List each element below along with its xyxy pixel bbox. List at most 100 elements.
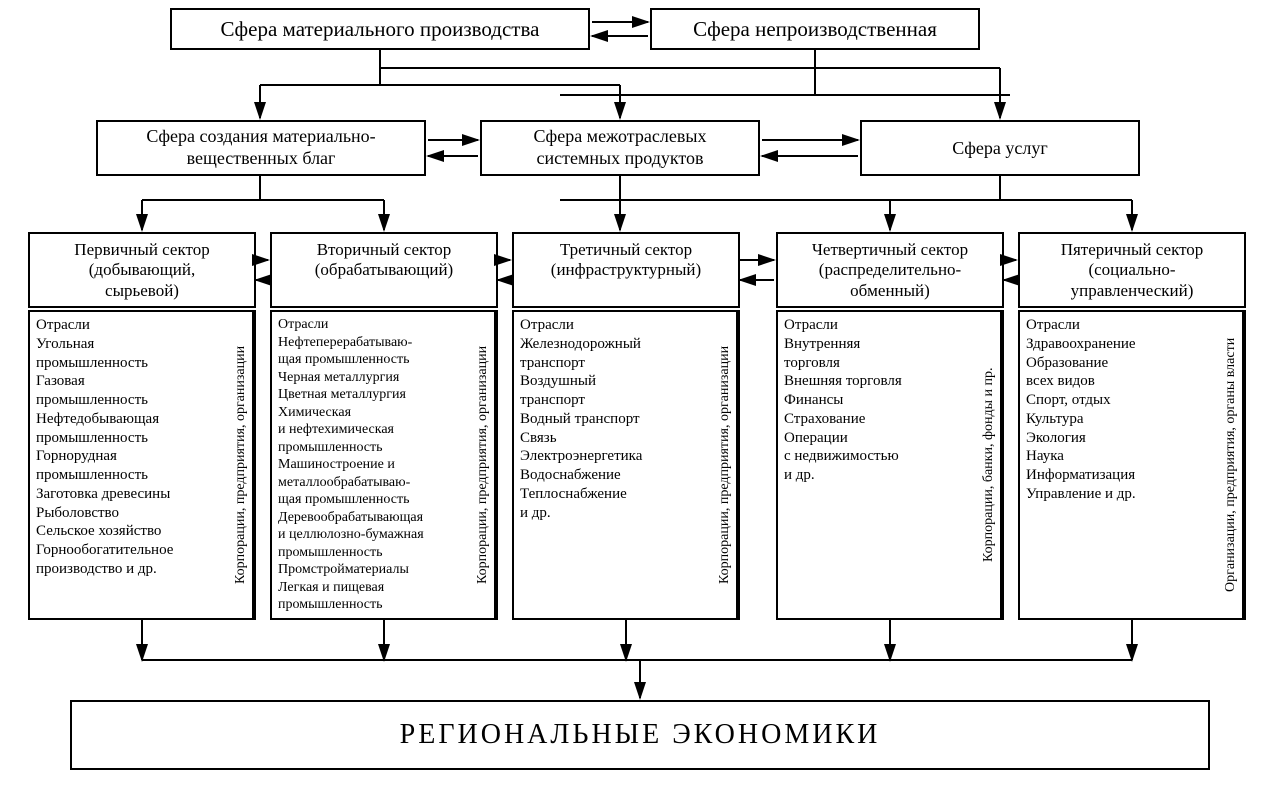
sector-item: промышленность: [36, 466, 224, 485]
sector-item: с недвижимостью: [784, 447, 972, 466]
sector-item: промышленность: [278, 439, 466, 457]
sector-item: Водоснабжение: [520, 466, 708, 485]
top-nonproduction-box: Сфера непроизводственная: [650, 8, 980, 50]
mid-creation-box: Сфера создания материально- вещественных…: [96, 120, 426, 176]
sector-item: всех видов: [1026, 372, 1214, 391]
sector-item: Водный транспорт: [520, 410, 708, 429]
sector-header: Первичный сектор(добывающий,сырьевой): [28, 232, 256, 308]
sector-item: Черная металлургия: [278, 369, 466, 387]
mid-interindustry-line2: системных продуктов: [537, 148, 704, 170]
sector-body: ОтраслиЗдравоохранениеОбразованиевсех ви…: [1018, 310, 1246, 620]
sector-title-line: Третичный сектор: [518, 240, 734, 260]
bottom-box: РЕГИОНАЛЬНЫЕ ЭКОНОМИКИ: [70, 700, 1210, 770]
sector-body: ОтраслиВнутренняяторговляВнешняя торговл…: [776, 310, 1004, 620]
sector-item: промышленность: [278, 596, 466, 614]
sector-item: Спорт, отдых: [1026, 391, 1214, 410]
sector-item: Электроэнергетика: [520, 447, 708, 466]
sector-item: Химическая: [278, 404, 466, 422]
sector-item: Связь: [520, 429, 708, 448]
top-nonproduction-label: Сфера непроизводственная: [693, 17, 937, 42]
sector-item: Рыболовство: [36, 504, 224, 523]
sector-header: Четвертичный сектор(распределительно-обм…: [776, 232, 1004, 308]
sector-item: Горнообогатительное: [36, 541, 224, 560]
sector-item: Нефтеперерабатываю-: [278, 334, 466, 352]
sector-body: ОтраслиУгольнаяпромышленностьГазоваяпром…: [28, 310, 256, 620]
sector-item: Наука: [1026, 447, 1214, 466]
sector-title-line: (инфраструктурный): [518, 260, 734, 280]
sector-side-label: Корпорации, банки, фонды и пр.: [978, 312, 1002, 618]
sector-item: металлообрабатываю-: [278, 474, 466, 492]
sector-title-line: обменный): [782, 281, 998, 301]
sector-item: Легкая и пищевая: [278, 579, 466, 597]
sector-item: щая промышленность: [278, 491, 466, 509]
sector-title-line: (распределительно-: [782, 260, 998, 280]
mid-creation-line2: вещественных благ: [187, 148, 336, 170]
sector-item: транспорт: [520, 354, 708, 373]
sector-item: Газовая: [36, 372, 224, 391]
sector-item: и др.: [784, 466, 972, 485]
sector-item: Теплоснабжение: [520, 485, 708, 504]
sector-title-line: (социально-: [1024, 260, 1240, 280]
sector-item: производство и др.: [36, 560, 224, 579]
sector-side-label: Корпорации, предприятия, организации: [714, 312, 738, 618]
sector-title-line: Четвертичный сектор: [782, 240, 998, 260]
sector-item: и др.: [520, 504, 708, 523]
sector-item: Сельское хозяйство: [36, 522, 224, 541]
sector-item: Внешняя торговля: [784, 372, 972, 391]
sector-header: Третичный сектор(инфраструктурный): [512, 232, 740, 308]
sector-items-title: Отрасли: [36, 316, 224, 335]
sector-items: ОтраслиЗдравоохранениеОбразованиевсех ви…: [1020, 312, 1220, 618]
sector-item: Железнодорожный: [520, 335, 708, 354]
sector-title-line: управленческий): [1024, 281, 1240, 301]
sector-title-line: Вторичный сектор: [276, 240, 492, 260]
sector-item: Нефтедобывающая: [36, 410, 224, 429]
sector-items-title: Отрасли: [278, 316, 466, 334]
sector-title-line: (обрабатывающий): [276, 260, 492, 280]
top-material-label: Сфера материального производства: [221, 17, 540, 42]
sector-item: торговля: [784, 354, 972, 373]
sector-body: ОтраслиНефтеперерабатываю-щая промышленн…: [270, 310, 498, 620]
sector-items-title: Отрасли: [520, 316, 708, 335]
sector-item: Информатизация: [1026, 466, 1214, 485]
sector-item: щая промышленность: [278, 351, 466, 369]
mid-creation-line1: Сфера создания материально-: [146, 126, 375, 148]
sector-title-line: сырьевой): [34, 281, 250, 301]
sector-items-title: Отрасли: [1026, 316, 1214, 335]
sector-items-title: Отрасли: [784, 316, 972, 335]
sector-item: Финансы: [784, 391, 972, 410]
mid-interindustry-box: Сфера межотраслевых системных продуктов: [480, 120, 760, 176]
sector-item: Цветная металлургия: [278, 386, 466, 404]
sector-item: промышленность: [36, 391, 224, 410]
sector-item: Горнорудная: [36, 447, 224, 466]
sector-item: Экология: [1026, 429, 1214, 448]
sector-items: ОтраслиНефтеперерабатываю-щая промышленн…: [272, 312, 472, 618]
sector-item: Образование: [1026, 354, 1214, 373]
sector-item: промышленность: [36, 429, 224, 448]
mid-services-box: Сфера услуг: [860, 120, 1140, 176]
sector-item: Угольная: [36, 335, 224, 354]
sector-side-label: Корпорации, предприятия, организации: [230, 312, 254, 618]
sector-items: ОтраслиВнутренняяторговляВнешняя торговл…: [778, 312, 978, 618]
sector-item: Операции: [784, 429, 972, 448]
sector-side-label: Корпорации, предприятия, организации: [472, 312, 496, 618]
sector-body: ОтраслиЖелезнодорожныйтранспортВоздушный…: [512, 310, 740, 620]
sector-item: Машиностроение и: [278, 456, 466, 474]
sector-item: Заготовка древесины: [36, 485, 224, 504]
sector-item: Внутренняя: [784, 335, 972, 354]
sector-item: Страхование: [784, 410, 972, 429]
sector-title-line: (добывающий,: [34, 260, 250, 280]
sector-item: транспорт: [520, 391, 708, 410]
top-material-box: Сфера материального производства: [170, 8, 590, 50]
sector-item: Культура: [1026, 410, 1214, 429]
mid-services-label: Сфера услуг: [952, 138, 1048, 159]
sector-header: Вторичный сектор(обрабатывающий): [270, 232, 498, 308]
sector-item: промышленность: [36, 354, 224, 373]
sector-side-label: Организации, предприятия, органы власти: [1220, 312, 1244, 618]
sector-item: Деревообрабатывающая: [278, 509, 466, 527]
sector-item: Воздушный: [520, 372, 708, 391]
sector-items: ОтраслиУгольнаяпромышленностьГазоваяпром…: [30, 312, 230, 618]
sector-item: Промстройматериалы: [278, 561, 466, 579]
sector-header: Пятеричный сектор(социально-управленческ…: [1018, 232, 1246, 308]
sector-item: и нефтехимическая: [278, 421, 466, 439]
mid-interindustry-line1: Сфера межотраслевых: [534, 126, 707, 148]
